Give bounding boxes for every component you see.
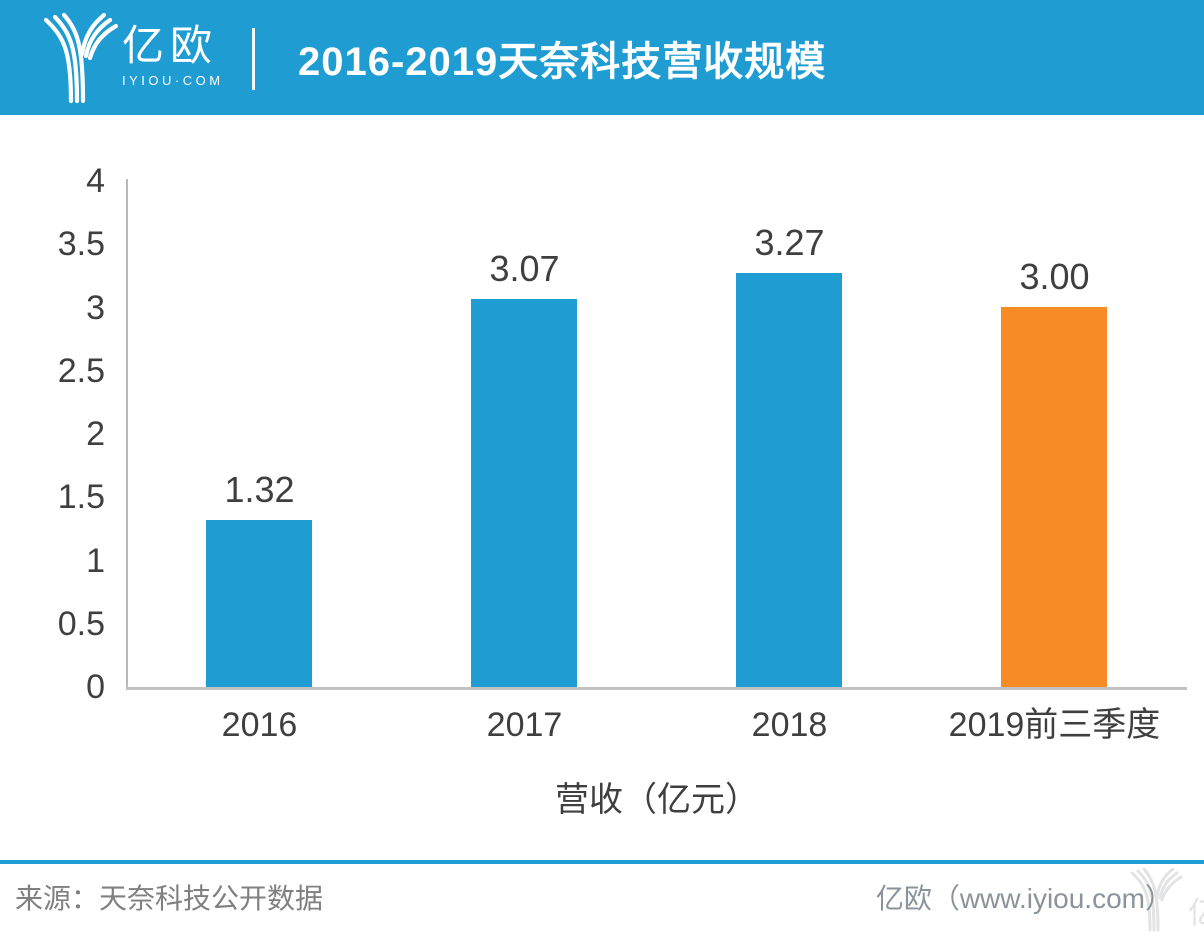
- page-title: 2016-2019天奈科技营收规模: [298, 39, 827, 84]
- x-tick-label: 2019前三季度: [948, 706, 1161, 744]
- x-axis-title: 营收（亿元）: [555, 781, 759, 819]
- iyiou-watermark-icon: 亿欧: [1130, 868, 1204, 932]
- x-tick-label: 2016: [221, 706, 298, 744]
- y-tick-label: 3: [86, 288, 105, 327]
- bar-value-label: 3.27: [754, 222, 825, 263]
- logo-text: 亿欧 IYIOU·COM: [122, 22, 224, 88]
- y-tick-label: 1.5: [57, 478, 105, 517]
- x-axis-line: [126, 687, 1187, 690]
- brand-text: 亿欧（www.iyiou.com）: [875, 883, 1173, 914]
- bar-value-label: 3.07: [489, 248, 560, 289]
- bar-group: 3.07: [392, 181, 657, 687]
- bar-group: 3.27: [657, 181, 922, 687]
- bar-2016: [206, 520, 312, 687]
- logo-name: 亿欧: [122, 22, 219, 69]
- y-tick-label: 4: [86, 162, 105, 200]
- bar-2018: [736, 273, 842, 687]
- bar-group: 1.32: [127, 181, 392, 687]
- bar-value-label: 3.00: [1019, 256, 1090, 297]
- y-tick-label: 1: [86, 541, 105, 580]
- y-tick-label: 0: [86, 668, 105, 706]
- logo-domain: IYIOU·COM: [122, 73, 224, 88]
- bar-2019前三季度: [1001, 307, 1107, 687]
- x-tick-label: 2017: [486, 706, 563, 744]
- x-tick-label: 2018: [751, 706, 828, 744]
- y-tick-label: 0.5: [57, 604, 105, 643]
- bar-value-label: 1.32: [224, 469, 295, 510]
- y-axis-line: [126, 179, 128, 687]
- footer-divider: [0, 860, 1204, 864]
- header-divider: [252, 28, 255, 90]
- bar-2017: [471, 299, 577, 687]
- y-tick-label: 3.5: [57, 225, 105, 264]
- plot-area: 1.32 3.07 3.27 3.00: [127, 181, 1187, 687]
- bar-group: 3.00: [922, 181, 1187, 687]
- y-tick-label: 2: [86, 415, 105, 453]
- header-banner: 亿欧 IYIOU·COM 2016-2019天奈科技营收规模: [0, 0, 1204, 115]
- y-tick-label: 2.5: [57, 351, 105, 390]
- source-text: 来源：天奈科技公开数据: [15, 883, 324, 914]
- iyiou-logo-icon: [43, 13, 118, 104]
- watermark-label: 亿欧: [1188, 897, 1204, 930]
